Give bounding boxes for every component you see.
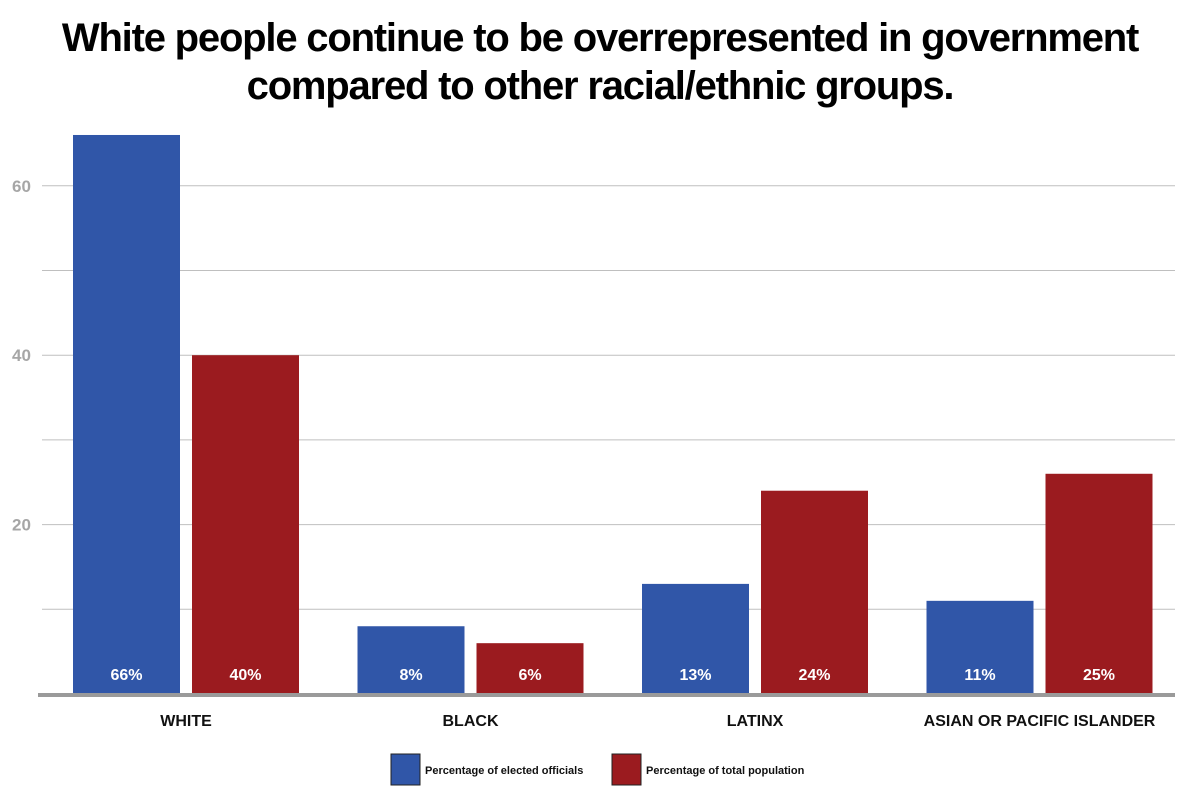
bar-value-label: 66% xyxy=(110,667,142,684)
y-tick-label: 20 xyxy=(12,516,31,535)
legend-swatch-series-1 xyxy=(390,753,421,786)
y-tick-label: 60 xyxy=(12,177,31,196)
bar-asian-or-pacific-islander-series-2 xyxy=(1045,473,1153,694)
category-label: ASIAN OR PACIFIC ISLANDER xyxy=(924,713,1156,730)
bar-value-label: 25% xyxy=(1083,667,1115,684)
bar-value-label: 8% xyxy=(399,667,422,684)
chart-title-line-2: compared to other racial/ethnic groups. xyxy=(246,64,955,108)
chart-title: White people continue to be overrepresen… xyxy=(0,14,1200,110)
legend-label-series-1: Percentage of elected officials xyxy=(425,765,583,777)
bar-asian-or-pacific-islander-series-1 xyxy=(926,600,1034,694)
bars xyxy=(73,134,1153,695)
bar-value-label: 6% xyxy=(518,667,541,684)
x-axis-line xyxy=(38,693,1175,697)
bar-value-label: 40% xyxy=(229,667,261,684)
bar-value-label: 13% xyxy=(679,667,711,684)
category-label: WHITE xyxy=(160,713,212,730)
category-label: BLACK xyxy=(443,713,499,730)
bar-black-series-2 xyxy=(476,643,584,694)
category-label: LATINX xyxy=(727,713,784,730)
bar-latinx-series-1 xyxy=(642,583,749,694)
category-labels: WHITE BLACK LATINX ASIAN OR PACIFIC ISLANDE… xyxy=(160,713,1156,730)
legend: Percentage of elected officials Percentag… xyxy=(390,753,805,786)
bar-value-label: 11% xyxy=(964,667,995,684)
bar-white-series-1 xyxy=(73,134,180,695)
y-axis-ticks: 20 40 60 xyxy=(12,177,31,535)
bar-value-labels: 66% 40% 8% 6% 13% 24% 11% 25% xyxy=(110,667,1115,684)
y-tick-label: 40 xyxy=(12,346,31,365)
bar-latinx-series-2 xyxy=(761,490,868,694)
bar-value-label: 24% xyxy=(798,667,830,684)
x-axis xyxy=(38,693,1175,697)
chart-title-line-1: White people continue to be overrepresen… xyxy=(61,16,1139,60)
legend-label-series-2: Percentage of total population xyxy=(646,765,805,777)
bar-black-series-1 xyxy=(357,626,465,694)
legend-swatch-series-2 xyxy=(611,753,642,786)
bar-white-series-2 xyxy=(192,355,299,694)
